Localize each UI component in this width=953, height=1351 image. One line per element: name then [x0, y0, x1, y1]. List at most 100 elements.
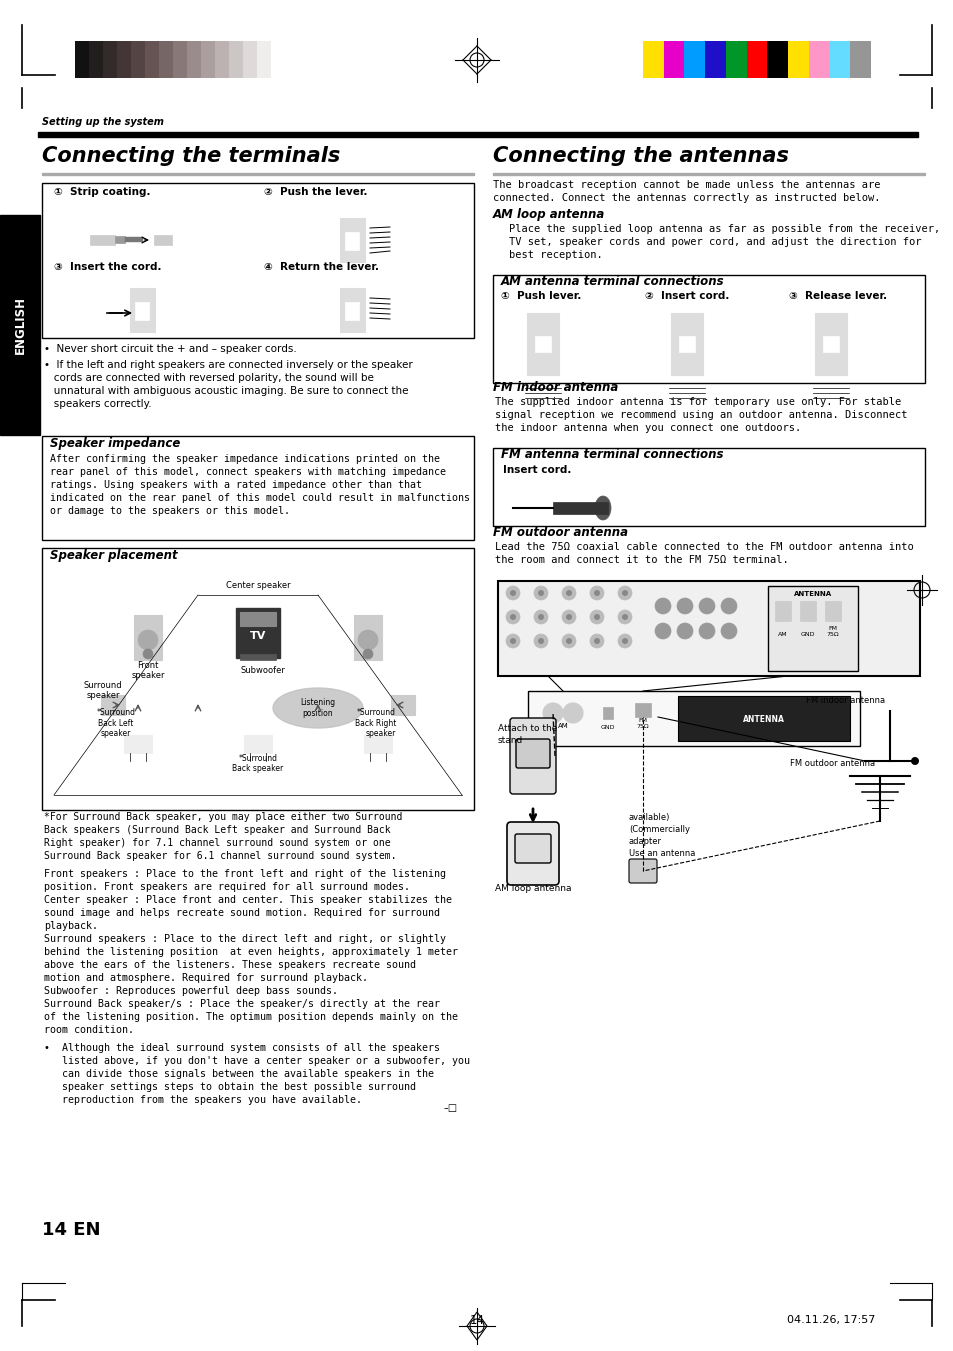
Circle shape — [589, 611, 603, 624]
Circle shape — [505, 611, 519, 624]
Bar — [187, 41, 201, 78]
Circle shape — [561, 586, 576, 600]
Bar — [172, 41, 187, 78]
Bar — [115, 236, 125, 243]
Bar — [243, 41, 256, 78]
Bar — [767, 586, 857, 671]
Circle shape — [561, 634, 576, 648]
Text: *Surround
Back Left
speaker: *Surround Back Left speaker — [96, 708, 135, 738]
Text: unnatural with ambiguous acoustic imaging. Be sure to connect the: unnatural with ambiguous acoustic imagin… — [44, 386, 408, 396]
Bar — [849, 41, 870, 78]
Bar — [271, 41, 285, 78]
Text: the indoor antenna when you connect one outdoors.: the indoor antenna when you connect one … — [495, 423, 801, 434]
Circle shape — [510, 590, 516, 596]
Circle shape — [505, 586, 519, 600]
Text: AM: AM — [558, 723, 568, 730]
Bar — [345, 303, 358, 320]
Bar — [345, 232, 358, 250]
Bar — [814, 313, 846, 376]
Text: Center speaker: Center speaker — [226, 581, 290, 590]
Circle shape — [589, 586, 603, 600]
FancyBboxPatch shape — [516, 739, 550, 767]
Circle shape — [561, 611, 576, 624]
Text: Speaker placement: Speaker placement — [50, 549, 177, 562]
Circle shape — [143, 648, 152, 659]
Text: FM indoor antenna: FM indoor antenna — [805, 696, 884, 705]
Text: ③  Insert the cord.: ③ Insert the cord. — [54, 262, 161, 272]
Circle shape — [565, 638, 572, 644]
Bar — [497, 581, 919, 676]
Text: Lead the 75Ω coaxial cable connected to the FM outdoor antenna into: Lead the 75Ω coaxial cable connected to … — [495, 542, 913, 553]
Circle shape — [618, 634, 631, 648]
Circle shape — [677, 623, 692, 639]
Bar — [75, 41, 89, 78]
Bar — [240, 654, 275, 661]
Text: FM
75Ω: FM 75Ω — [826, 627, 839, 638]
Bar — [244, 735, 272, 753]
Bar — [354, 615, 381, 661]
Bar — [526, 313, 558, 376]
Ellipse shape — [595, 496, 610, 520]
Text: (Commercially: (Commercially — [628, 825, 689, 834]
Text: 14 EN: 14 EN — [42, 1221, 100, 1239]
Circle shape — [565, 613, 572, 620]
Circle shape — [534, 611, 547, 624]
Bar — [635, 703, 650, 717]
Bar — [642, 41, 663, 78]
Text: *For Surround Back speaker, you may place either two Surround: *For Surround Back speaker, you may plac… — [44, 812, 402, 821]
Circle shape — [510, 613, 516, 620]
Circle shape — [357, 630, 377, 650]
Bar — [391, 694, 415, 715]
Bar — [339, 288, 365, 332]
Text: 04.11.26, 17:57: 04.11.26, 17:57 — [786, 1315, 874, 1325]
Text: ②  Push the lever.: ② Push the lever. — [264, 186, 367, 197]
Bar — [787, 41, 808, 78]
Bar — [103, 41, 117, 78]
Bar — [124, 735, 152, 753]
Text: behind the listening position  at even heights, approximately 1 meter: behind the listening position at even he… — [44, 947, 457, 957]
Bar — [235, 608, 280, 658]
Text: the room and connect it to the FM 75Ω terminal.: the room and connect it to the FM 75Ω te… — [495, 555, 788, 565]
Bar — [133, 615, 162, 661]
Text: speakers correctly.: speakers correctly. — [44, 399, 152, 409]
Bar — [766, 41, 787, 78]
Text: ratings. Using speakers with a rated impedance other than that: ratings. Using speakers with a rated imp… — [50, 480, 421, 490]
Bar — [527, 690, 859, 746]
Text: ③  Release lever.: ③ Release lever. — [788, 290, 886, 301]
Bar — [42, 549, 474, 811]
Text: •  Although the ideal surround system consists of all the speakers: • Although the ideal surround system con… — [44, 1043, 439, 1052]
Bar — [101, 694, 125, 715]
Text: above the ears of the listeners. These speakers recreate sound: above the ears of the listeners. These s… — [44, 961, 416, 970]
Ellipse shape — [273, 688, 363, 728]
Bar — [229, 41, 243, 78]
Circle shape — [537, 590, 543, 596]
Bar — [130, 288, 154, 332]
Circle shape — [594, 590, 599, 596]
Circle shape — [720, 623, 737, 639]
Text: signal reception we recommend using an outdoor antenna. Disconnect: signal reception we recommend using an o… — [495, 409, 906, 420]
Bar — [663, 41, 683, 78]
Bar — [0, 215, 40, 435]
Circle shape — [565, 590, 572, 596]
Text: Surround Back speaker/s : Place the speaker/s directly at the rear: Surround Back speaker/s : Place the spea… — [44, 998, 439, 1009]
Text: playback.: playback. — [44, 921, 98, 931]
Circle shape — [699, 598, 714, 613]
Bar — [493, 276, 924, 382]
FancyBboxPatch shape — [510, 717, 556, 794]
Circle shape — [621, 638, 627, 644]
Bar — [240, 612, 275, 626]
Circle shape — [677, 598, 692, 613]
Circle shape — [594, 613, 599, 620]
Bar — [493, 449, 924, 526]
Circle shape — [537, 613, 543, 620]
Text: –□: –□ — [443, 1102, 457, 1113]
Bar — [42, 182, 474, 338]
FancyBboxPatch shape — [628, 859, 657, 884]
Text: available): available) — [628, 813, 670, 821]
Bar — [89, 41, 103, 78]
Circle shape — [363, 648, 373, 659]
Text: Subwoofer: Subwoofer — [240, 666, 285, 676]
Text: FM outdoor antenna: FM outdoor antenna — [493, 526, 627, 539]
Text: Speaker impedance: Speaker impedance — [50, 436, 180, 450]
Bar — [553, 503, 607, 513]
